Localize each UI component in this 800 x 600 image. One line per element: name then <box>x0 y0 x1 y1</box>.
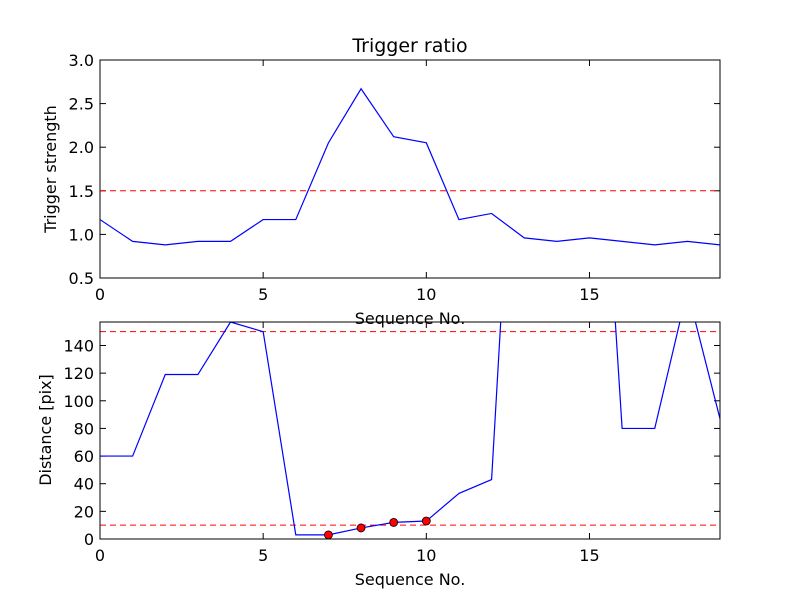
marker-points <box>324 516 431 540</box>
y-tick-label: 60 <box>74 447 94 466</box>
y-ticks: 0.5 1.0 1.5 2.0 2.5 3.0 <box>69 51 720 288</box>
x-tick-label: 15 <box>579 285 599 304</box>
x-axis-label: Sequence No. <box>355 570 466 589</box>
y-tick-label: 3.0 <box>69 51 94 70</box>
x-tick-label: 0 <box>95 285 105 304</box>
y-tick-label: 1.5 <box>69 182 94 201</box>
x-tick-label: 5 <box>258 546 268 565</box>
y-tick-label: 1.0 <box>69 225 94 244</box>
x-axis-label: Sequence No. <box>355 309 466 328</box>
x-ticks: 0 5 10 15 <box>95 60 600 304</box>
x-tick-label: 15 <box>579 546 599 565</box>
y-tick-label: 20 <box>74 502 94 521</box>
y-axis-label: Trigger strength <box>41 105 60 234</box>
threshold-lines <box>100 331 720 526</box>
x-ticks: 0 5 10 15 <box>95 322 600 565</box>
y-tick-label: 40 <box>74 475 94 494</box>
y-tick-label: 100 <box>63 392 94 411</box>
distance-chart: 0 5 10 15 0 20 40 60 80 100 120 140 Sequence No. D… <box>36 321 721 589</box>
y-tick-label: 140 <box>63 336 94 355</box>
x-tick-label: 5 <box>258 285 268 304</box>
chart-title: Trigger ratio <box>351 35 467 57</box>
trigger-ratio-chart: Trigger ratio 0 5 10 15 0.51.01.52.02.53.0 … <box>41 35 721 328</box>
data-point-marker <box>356 523 366 533</box>
x-tick-label: 10 <box>416 285 436 304</box>
y-tick-label: 120 <box>63 364 94 383</box>
y-tick-label: 2.5 <box>69 95 94 114</box>
x-tick-label: 0 <box>95 546 105 565</box>
series-lines <box>100 87 720 246</box>
data-point-marker <box>389 518 399 527</box>
data-point-marker <box>324 530 333 540</box>
y-tick-label: 80 <box>74 419 94 438</box>
series-lines <box>100 322 720 536</box>
plot-area <box>99 59 721 279</box>
plot-area <box>99 321 721 540</box>
y-tick-label: 2.0 <box>69 138 94 157</box>
y-axis-label: Distance [pix] <box>36 374 55 486</box>
y-tick-label: 0.5 <box>69 269 94 288</box>
data-point-marker <box>421 516 431 526</box>
series-line <box>100 87 720 246</box>
y-ticks: 0 20 40 60 80 100 120 140 <box>63 336 720 549</box>
y-tick-label: 0 <box>84 530 94 549</box>
x-tick-label: 10 <box>416 546 436 565</box>
series-line <box>100 322 720 536</box>
